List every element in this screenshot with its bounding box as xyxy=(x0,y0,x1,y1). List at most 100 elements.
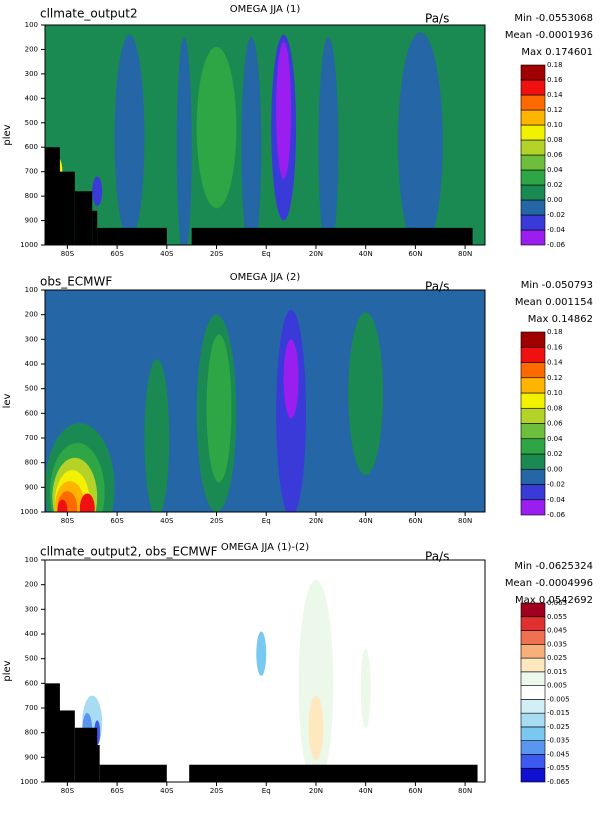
panel: OMEGA JJA (1)-(2)cllmate_output2, obs_EC… xyxy=(2,542,593,795)
topography xyxy=(74,191,93,245)
colorbar-bin xyxy=(520,712,546,728)
colorbar-bin xyxy=(520,740,546,755)
y-tick-label: 600 xyxy=(25,679,38,687)
contour-region xyxy=(79,493,95,512)
colorbar-bin xyxy=(520,124,546,141)
colorbar-bin xyxy=(520,229,546,246)
colorbar-label: 0.14 xyxy=(547,359,563,367)
colorbar-label: 0.06 xyxy=(547,420,563,428)
colorbar-label: 0.045 xyxy=(547,627,567,635)
contour-region xyxy=(348,312,384,475)
colorbar-label: 0.18 xyxy=(547,61,563,69)
topography xyxy=(97,227,167,245)
x-tick-label: 20N xyxy=(309,787,323,795)
y-tick-label: 900 xyxy=(25,483,38,491)
y-tick-label: 400 xyxy=(25,630,38,638)
x-tick-label: 40S xyxy=(160,250,174,258)
field xyxy=(45,290,485,512)
y-tick-label: 300 xyxy=(25,605,38,613)
topography xyxy=(74,727,98,782)
contour-region xyxy=(57,499,68,512)
x-tick-label: 80S xyxy=(61,250,75,258)
statistic-value: -0.0004996 xyxy=(535,578,593,589)
contour-region xyxy=(398,32,443,245)
colorbar-bin xyxy=(520,199,546,216)
colorbar-bin xyxy=(520,484,546,501)
y-tick-label: 300 xyxy=(25,335,38,343)
colorbar-bin xyxy=(520,94,546,111)
contour-region xyxy=(298,579,334,782)
colorbar-label: 0.08 xyxy=(547,136,563,144)
colorbar-bin xyxy=(520,754,546,769)
statistic: Max 0.0542692 xyxy=(515,595,593,606)
statistic-label: Min xyxy=(514,13,532,24)
contour-region xyxy=(241,37,262,245)
colorbar-label: 0.04 xyxy=(547,435,563,443)
topography xyxy=(92,745,100,782)
x-tick-label: 20N xyxy=(309,250,323,258)
y-tick-label: 900 xyxy=(25,217,38,225)
y-axis-label: plev xyxy=(2,660,13,681)
x-tick-label: 80N xyxy=(458,250,472,258)
contour-region xyxy=(308,695,324,760)
y-tick-label: 1000 xyxy=(20,778,38,786)
colorbar-label: -0.005 xyxy=(547,695,570,703)
statistic-value: 0.174601 xyxy=(545,47,593,58)
colorbar-label: 0.055 xyxy=(547,613,567,621)
panel-title: OMEGA JJA (1) xyxy=(230,4,301,15)
y-tick-label: 700 xyxy=(25,434,38,442)
panel: OMEGA JJA (2) obs_ECMWF Pa/s lev Min -0.0507… xyxy=(2,272,593,525)
colorbar-label: -0.025 xyxy=(547,723,570,731)
colorbar-label: 0.18 xyxy=(547,328,563,336)
colorbar-bin xyxy=(520,767,546,783)
colorbar-label: 0.10 xyxy=(547,389,563,397)
y-tick-label: 500 xyxy=(25,655,38,663)
colorbar-bin xyxy=(520,184,546,201)
field xyxy=(45,25,485,245)
colorbar-bin xyxy=(520,726,546,741)
statistic: Mean -0.0004996 xyxy=(505,578,593,589)
y-tick-label: 100 xyxy=(25,286,38,294)
colorbar-label: 0.005 xyxy=(547,682,567,690)
colorbar-label: -0.045 xyxy=(547,750,570,758)
colorbar-label: 0.065 xyxy=(547,599,567,607)
topography xyxy=(191,227,473,245)
statistic: Mean 0.001154 xyxy=(515,297,593,308)
statistic-label: Mean xyxy=(505,578,532,589)
x-tick-label: 80N xyxy=(458,517,472,525)
colorbar-bin xyxy=(520,438,546,455)
colorbar-label: 0.12 xyxy=(547,374,563,382)
plot-frame xyxy=(44,24,486,246)
colorbar-label: -0.055 xyxy=(547,764,570,772)
units: Pa/s xyxy=(425,280,449,294)
y-tick-label: 800 xyxy=(25,729,38,737)
panel-label: obs_ECMWF xyxy=(40,275,112,289)
colorbar-label: -0.06 xyxy=(547,511,566,519)
colorbar-label: 0.12 xyxy=(547,106,563,114)
contour-region xyxy=(92,176,103,206)
colorbar-bin xyxy=(520,453,546,470)
colorbar-label: 0.025 xyxy=(547,654,567,662)
colorbar-bin xyxy=(520,79,546,96)
y-tick-label: 100 xyxy=(25,556,38,564)
contour-region xyxy=(114,34,145,241)
colorbar-label: -0.035 xyxy=(547,737,570,745)
colorbar-label: 0.08 xyxy=(547,404,563,412)
y-tick-label: 200 xyxy=(25,581,38,589)
x-tick-label: 20S xyxy=(210,250,224,258)
statistic-label: Max xyxy=(528,314,549,325)
panel: OMEGA JJA (1) cllmate_output2 Pa/s plev Min … xyxy=(2,4,593,258)
x-tick-label: 60N xyxy=(408,787,422,795)
x-tick-label: 60N xyxy=(408,250,422,258)
x-tick-label: Eq xyxy=(262,250,271,258)
y-tick-label: 200 xyxy=(25,311,38,319)
x-tick-label: 60S xyxy=(110,250,124,258)
colorbar-bin xyxy=(520,64,546,81)
colorbar-bin xyxy=(520,377,546,394)
colorbar-bin xyxy=(520,139,546,156)
units: Pa/s xyxy=(425,12,449,26)
colorbar-label: 0.035 xyxy=(547,640,567,648)
x-tick-label: Eq xyxy=(262,787,271,795)
y-tick-label: 400 xyxy=(25,360,38,368)
